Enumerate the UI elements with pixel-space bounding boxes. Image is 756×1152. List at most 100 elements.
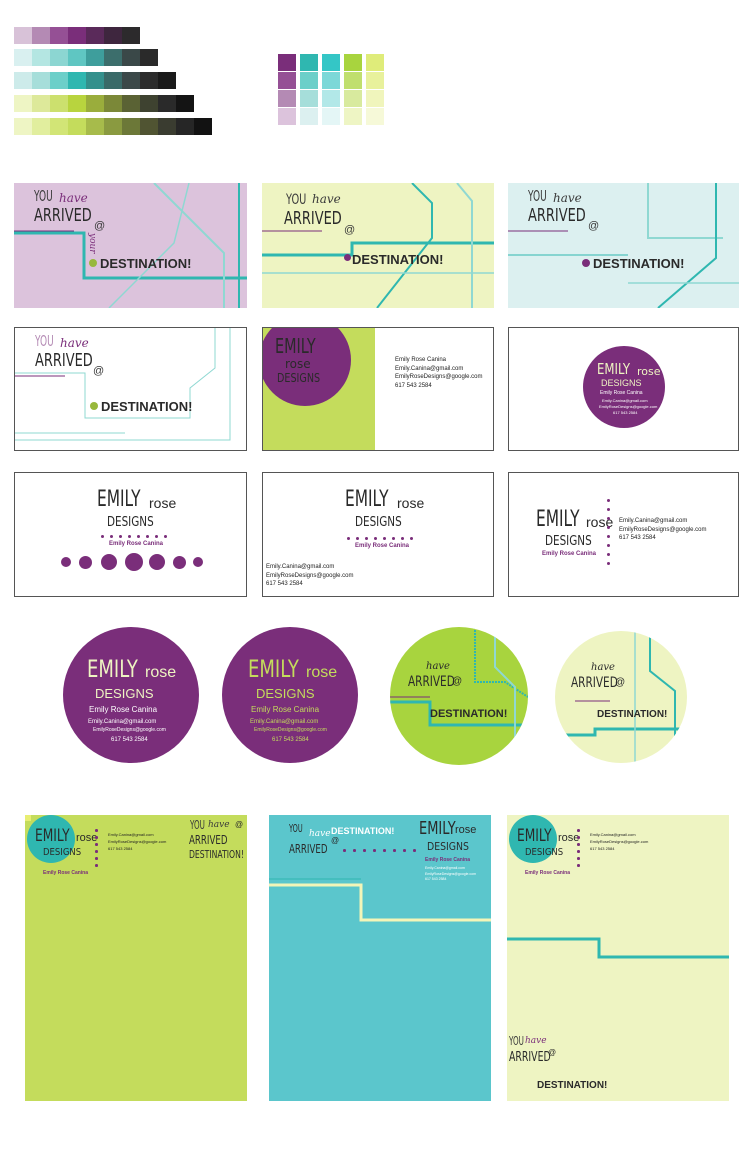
color-swatch xyxy=(300,72,318,89)
color-swatch xyxy=(32,72,50,89)
tagline-have: have xyxy=(309,829,331,839)
dot xyxy=(401,537,404,540)
dot xyxy=(101,535,104,538)
transit-lines xyxy=(507,937,729,959)
card-map-paleyellow: YOU have ARRIVED @ DESTINATION! xyxy=(262,183,494,308)
color-swatch xyxy=(122,49,140,66)
logo-designs: DESIGNS xyxy=(601,378,642,388)
contact-email-design: EmilyRoseDesigns@google.com xyxy=(254,727,327,733)
card-lime-circle: EMILY rose DESIGNS Emily Rose Canina Emi… xyxy=(262,327,494,451)
color-swatch xyxy=(14,95,32,112)
contact-email-design: EmilyRoseDesigns@google.com xyxy=(590,838,649,844)
contact-name: Emily Rose Canina xyxy=(542,551,597,557)
dot xyxy=(607,544,610,547)
logo-designs: DESIGNS xyxy=(525,847,564,858)
color-swatch xyxy=(32,95,50,112)
tagline-you: YOU xyxy=(509,1034,524,1048)
logo-rose: rose xyxy=(306,664,338,681)
gradient-strip xyxy=(14,118,212,135)
contact-email-design: EmilyRoseDesigns@google.com xyxy=(93,727,166,733)
contact-email: Emily.Canina@gmail.com xyxy=(250,719,319,725)
contact-name: Emily Rose Canina xyxy=(395,357,447,363)
color-swatch xyxy=(122,95,140,112)
circle-card-purple: EMILY rose DESIGNS Emily Rose Canina Emi… xyxy=(63,627,199,763)
contact-name: Emily Rose Canina xyxy=(355,543,410,549)
color-swatch xyxy=(32,49,50,66)
station-dot xyxy=(90,402,98,410)
color-swatch xyxy=(278,54,296,71)
transit-lines xyxy=(269,878,491,922)
dot xyxy=(383,537,386,540)
contact-info: Emily.Canina@gmail.com EmilyRoseDesigns@… xyxy=(425,866,476,883)
color-swatch xyxy=(158,72,176,89)
contact-email: Emily.Canina@gmail.com xyxy=(88,719,157,725)
color-swatch xyxy=(14,72,32,89)
color-swatch xyxy=(122,118,140,135)
tagline-arrived: ARRIVED xyxy=(289,842,328,856)
dot xyxy=(363,849,366,852)
logo-emily: EMILY xyxy=(97,487,141,512)
dot xyxy=(403,849,406,852)
logo-emily: EMILY xyxy=(248,655,299,683)
tagline-destination: DESTINATION! xyxy=(189,848,244,861)
tagline-destination: DESTINATION! xyxy=(331,826,395,836)
tagline-you: YOU xyxy=(528,187,547,205)
station-dot xyxy=(344,254,351,261)
color-swatch xyxy=(86,27,104,44)
dot xyxy=(374,537,377,540)
tagline-destination: DESTINATION! xyxy=(430,708,508,720)
contact-name: Emily Rose Canina xyxy=(251,705,320,714)
color-swatch xyxy=(14,27,32,44)
tagline-destination: DESTINATION! xyxy=(101,399,193,414)
tagline-you: YOU xyxy=(286,192,307,208)
card-map-lavender: YOU have ARRIVED @ your DESTINATION! xyxy=(14,183,247,308)
dot xyxy=(392,537,395,540)
color-swatch xyxy=(300,54,318,71)
color-swatch xyxy=(122,27,140,44)
logo-rose: rose xyxy=(637,365,661,378)
color-swatch xyxy=(122,72,140,89)
circle-card-purple-lime: EMILY rose DESIGNS Emily Rose Canina Emi… xyxy=(222,627,358,763)
card-side-info: EMILY rose DESIGNS Emily Rose Canina Emi… xyxy=(508,472,739,597)
tagline-at: @ xyxy=(94,220,106,232)
contact-name: Emily Rose Canina xyxy=(425,857,471,863)
color-swatch xyxy=(176,95,194,112)
transit-lines xyxy=(14,183,247,308)
color-swatch xyxy=(86,95,104,112)
tagline-at: @ xyxy=(548,1048,557,1057)
tagline-your: your xyxy=(87,233,97,254)
purple-dot xyxy=(61,557,71,567)
circle-card-lime-map: have ARRIVED @ DESTINATION! xyxy=(390,627,528,765)
color-swatch xyxy=(366,108,384,125)
color-swatch xyxy=(104,27,122,44)
color-swatch xyxy=(50,49,68,66)
tagline-you: YOU xyxy=(289,822,303,835)
logo-emily: EMILY xyxy=(87,655,138,683)
contact-name: Emily Rose Canina xyxy=(89,705,158,714)
card-purple-circle: EMILY rose DESIGNS Emily Rose Canina Emi… xyxy=(508,327,739,451)
contact-email: Emily.Canina@gmail.com xyxy=(590,832,636,837)
letterhead-teal: YOU have ARRIVED @ DESTINATION! EMILY ro… xyxy=(269,815,491,1101)
purple-dot xyxy=(79,555,92,569)
logo-designs: DESIGNS xyxy=(427,840,469,853)
color-swatch xyxy=(68,72,86,89)
contact-email-design: EmilyRoseDesigns@google.com xyxy=(395,374,483,381)
gradient-strip xyxy=(14,72,176,89)
tagline-destination: DESTINATION! xyxy=(100,256,192,271)
contact-phone: 617 543 2584 xyxy=(266,581,303,588)
logo-rose: rose xyxy=(455,824,477,836)
color-swatch xyxy=(32,27,50,44)
contact-email-design: EmilyRoseDesigns@google.com xyxy=(108,838,167,844)
dot xyxy=(373,849,376,852)
yellow-corner xyxy=(25,815,31,821)
color-swatch xyxy=(322,54,340,71)
gradient-strip xyxy=(14,27,140,44)
tagline-have: have xyxy=(59,191,88,205)
color-swatch xyxy=(140,49,158,66)
tagline-arrived: ARRIVED xyxy=(34,205,92,226)
contact-email: Emily.Canina@gmail.com xyxy=(425,866,465,870)
dot xyxy=(95,864,98,867)
tagline-at: @ xyxy=(588,220,600,232)
color-swatch xyxy=(278,108,296,125)
tagline-at: @ xyxy=(235,820,244,829)
